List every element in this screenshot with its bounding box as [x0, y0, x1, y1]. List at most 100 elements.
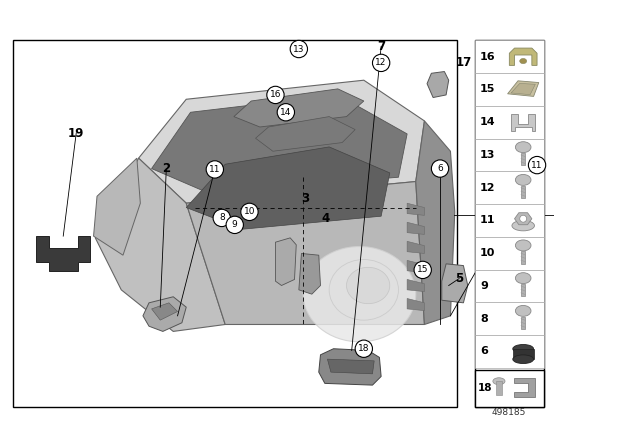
- Text: 11: 11: [209, 165, 221, 174]
- Bar: [521, 186, 525, 198]
- Ellipse shape: [346, 267, 390, 304]
- Text: 14: 14: [480, 117, 495, 127]
- Polygon shape: [442, 264, 468, 303]
- Text: 9: 9: [232, 220, 237, 229]
- Ellipse shape: [513, 345, 534, 353]
- Polygon shape: [299, 254, 321, 294]
- Text: 12: 12: [376, 58, 387, 67]
- Ellipse shape: [513, 355, 534, 363]
- Polygon shape: [152, 95, 407, 193]
- Text: 16: 16: [269, 90, 281, 99]
- Circle shape: [414, 261, 431, 279]
- Text: 15: 15: [417, 265, 428, 275]
- Ellipse shape: [329, 259, 399, 320]
- Text: 13: 13: [293, 44, 305, 53]
- Circle shape: [372, 54, 390, 72]
- Circle shape: [267, 86, 284, 103]
- Text: 3: 3: [301, 192, 309, 205]
- Circle shape: [529, 156, 546, 174]
- Bar: [475, 106, 544, 138]
- Polygon shape: [234, 89, 364, 127]
- Ellipse shape: [520, 59, 527, 64]
- Polygon shape: [255, 116, 355, 151]
- Ellipse shape: [493, 378, 505, 385]
- Ellipse shape: [512, 220, 534, 231]
- Polygon shape: [407, 222, 424, 234]
- Text: 19: 19: [68, 126, 84, 139]
- Bar: [475, 302, 544, 335]
- Polygon shape: [515, 213, 532, 225]
- Text: 9: 9: [480, 281, 488, 291]
- Bar: [521, 153, 525, 165]
- Bar: [475, 237, 544, 270]
- Polygon shape: [152, 303, 177, 320]
- Bar: [475, 270, 544, 302]
- Text: 12: 12: [480, 183, 495, 193]
- Bar: [497, 381, 502, 395]
- Bar: [475, 335, 544, 368]
- Bar: [475, 73, 544, 106]
- Polygon shape: [416, 121, 455, 324]
- Bar: [521, 284, 525, 296]
- Bar: [475, 40, 544, 73]
- Circle shape: [206, 161, 223, 178]
- Text: 16: 16: [480, 52, 495, 62]
- Circle shape: [277, 103, 294, 121]
- Text: 10: 10: [480, 248, 495, 258]
- Circle shape: [290, 40, 307, 58]
- Text: 13: 13: [480, 150, 495, 160]
- Ellipse shape: [515, 273, 531, 284]
- Ellipse shape: [303, 246, 416, 342]
- Circle shape: [213, 209, 230, 227]
- Bar: [475, 40, 544, 407]
- Circle shape: [355, 340, 372, 358]
- Polygon shape: [407, 203, 424, 215]
- Polygon shape: [275, 238, 296, 285]
- Bar: [513, 349, 534, 359]
- Text: 10: 10: [244, 207, 255, 216]
- Ellipse shape: [515, 306, 531, 316]
- Circle shape: [226, 216, 243, 233]
- Polygon shape: [36, 236, 90, 271]
- Polygon shape: [427, 72, 449, 98]
- Polygon shape: [407, 298, 424, 310]
- Ellipse shape: [515, 142, 531, 153]
- Bar: [475, 370, 544, 407]
- Text: 17: 17: [455, 56, 472, 69]
- Polygon shape: [514, 378, 535, 397]
- Circle shape: [520, 215, 527, 222]
- Polygon shape: [139, 80, 424, 203]
- Text: 498185: 498185: [492, 408, 525, 418]
- Polygon shape: [407, 260, 424, 272]
- Text: 2: 2: [163, 162, 170, 175]
- Text: 6: 6: [437, 164, 443, 173]
- Circle shape: [241, 203, 258, 220]
- Text: 8: 8: [219, 213, 225, 223]
- Circle shape: [431, 160, 449, 177]
- Text: 15: 15: [480, 85, 495, 95]
- Ellipse shape: [515, 174, 531, 185]
- Bar: [475, 204, 544, 237]
- Polygon shape: [95, 158, 225, 332]
- Text: 5: 5: [455, 272, 463, 285]
- Bar: [521, 251, 525, 263]
- Polygon shape: [328, 359, 374, 374]
- Polygon shape: [509, 48, 537, 65]
- Text: 11: 11: [480, 215, 495, 225]
- Bar: [13, 40, 458, 407]
- Ellipse shape: [515, 240, 531, 251]
- Bar: [475, 138, 544, 171]
- Text: 18: 18: [478, 383, 493, 393]
- Bar: [475, 171, 544, 204]
- Text: 11: 11: [531, 160, 543, 170]
- Polygon shape: [407, 280, 424, 292]
- Polygon shape: [186, 147, 390, 229]
- Text: 6: 6: [480, 346, 488, 357]
- Polygon shape: [93, 158, 140, 255]
- Polygon shape: [508, 81, 539, 96]
- Polygon shape: [407, 241, 424, 254]
- Polygon shape: [319, 349, 381, 385]
- Text: 14: 14: [280, 108, 292, 117]
- Polygon shape: [511, 83, 535, 95]
- Text: 8: 8: [480, 314, 488, 323]
